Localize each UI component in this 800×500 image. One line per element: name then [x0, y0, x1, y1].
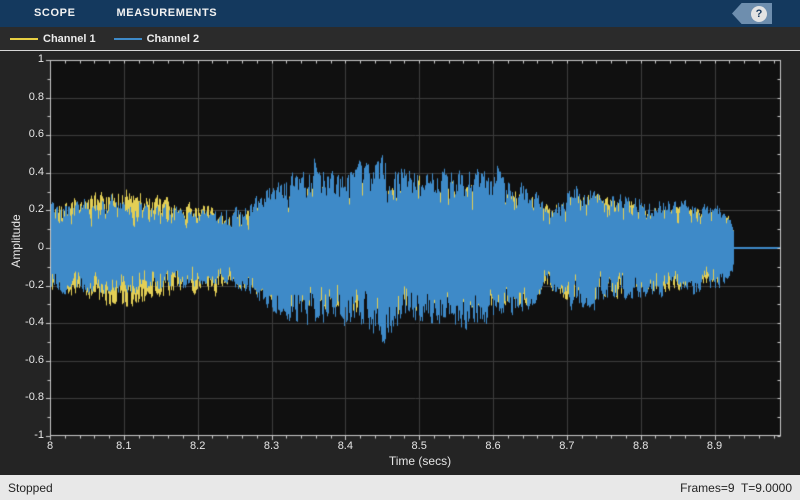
legend-plot-divider — [0, 50, 800, 51]
y-tick-label: 0.2 — [28, 203, 44, 216]
x-tick-label: 8.3 — [263, 440, 280, 452]
x-tick-label: 8.7 — [559, 440, 575, 452]
help-icon: ? — [751, 5, 767, 22]
y-tick-label: -1 — [34, 429, 44, 441]
y-tick-label: -0.2 — [25, 278, 44, 291]
y-axis-title: Amplitude — [9, 214, 23, 268]
x-tick-label: 8.8 — [633, 440, 649, 452]
help-button[interactable]: ? — [732, 3, 772, 24]
y-tick-label: -0.4 — [25, 316, 44, 329]
x-axis-title: Time (secs) — [388, 454, 452, 468]
x-tick-label: 8.9 — [706, 440, 723, 452]
toolstrip-tab-bar: SCOPE MEASUREMENTS ? — [0, 0, 800, 27]
x-tick-label: 8.1 — [116, 440, 132, 452]
tab-measurements[interactable]: MEASUREMENTS — [116, 7, 218, 19]
scope-plot-canvas — [0, 51, 800, 475]
legend-item-channel1[interactable]: Channel 1 — [10, 33, 96, 45]
y-tick-label: -0.8 — [25, 391, 44, 404]
y-tick-label: 1 — [37, 53, 44, 65]
x-tick-label: 8.2 — [190, 440, 206, 452]
y-tick-label: -0.6 — [25, 353, 44, 366]
frames-time-readout: Frames=9 T=9.0000 — [680, 480, 792, 495]
y-tick-label: 0.4 — [28, 165, 44, 178]
channel1-line-swatch — [10, 37, 38, 40]
y-tick-label: 0.8 — [28, 90, 44, 103]
y-tick-label: 0.6 — [28, 128, 44, 141]
plot-region: 8 8.1 8.2 8.3 8.4 8.5 8.6 8.7 8.8 8.9 1 0.8 0.6 0.4 0.… — [0, 51, 800, 475]
x-tick-label: 8.5 — [411, 440, 427, 452]
x-tick-label: 8.4 — [337, 440, 353, 452]
tab-scope[interactable]: SCOPE — [34, 7, 76, 19]
status-text: Stopped — [8, 480, 53, 495]
legend-item-channel2[interactable]: Channel 2 — [113, 32, 200, 45]
channel2-label: Channel 2 — [146, 32, 200, 45]
y-tick-label: 0 — [37, 241, 44, 253]
x-tick-label: 8 — [46, 440, 54, 452]
channel1-label: Channel 1 — [43, 32, 96, 45]
status-bar: Stopped Frames=9 T=9.0000 — [0, 475, 800, 500]
legend-bar: Channel 1 Channel 2 — [0, 27, 800, 50]
x-tick-label: 8.6 — [485, 440, 501, 452]
channel2-line-swatch — [113, 37, 142, 40]
